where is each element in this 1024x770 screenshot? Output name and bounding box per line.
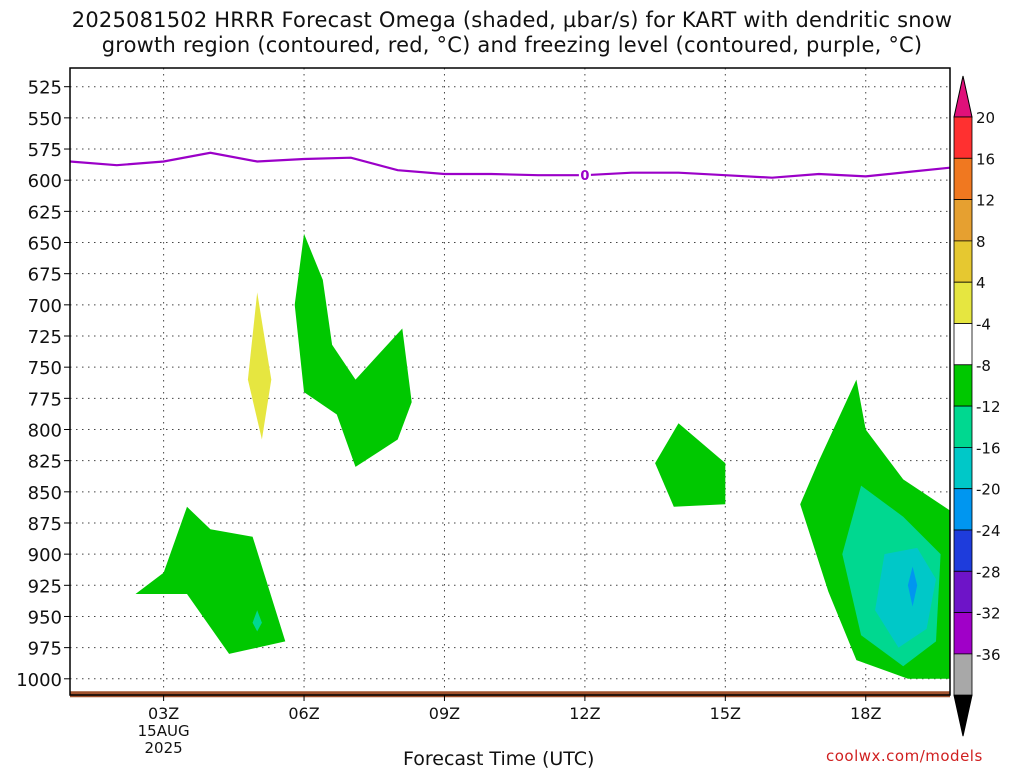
colorbar-swatch-1 — [953, 157, 973, 201]
colorbar-label--28: -28 — [976, 563, 1001, 581]
x-tick-label-03Z: 03Z — [148, 704, 179, 723]
x-tick-label-18Z: 18Z — [850, 704, 881, 723]
x-tick-label-06Z: 06Z — [288, 704, 319, 723]
omega-region-4-3 — [247, 292, 272, 440]
y-tick-label-600: 600 — [28, 171, 62, 192]
colorbar-bottom-arrow — [953, 694, 973, 737]
y-tick-label-575: 575 — [28, 140, 62, 161]
y-tick-label-775: 775 — [28, 389, 62, 410]
x-date-label-0: 15AUG — [138, 722, 190, 740]
y-tick-label-975: 975 — [28, 639, 62, 660]
y-tick-label-550: 550 — [28, 109, 62, 130]
plot-frame — [69, 67, 951, 696]
y-tick-label-850: 850 — [28, 483, 62, 504]
colorbar-swatch-8 — [953, 446, 973, 490]
colorbar-label--24: -24 — [976, 522, 1001, 540]
freezing-level-label-bg — [578, 167, 591, 183]
y-tick-label-1000: 1000 — [16, 670, 62, 691]
colorbar-swatch-9 — [953, 488, 973, 531]
colorbar-swatch-13 — [953, 653, 973, 696]
x-date-label-1: 2025 — [145, 739, 183, 757]
y-tick-label-625: 625 — [28, 202, 62, 223]
colorbar-label-20: 20 — [976, 109, 995, 127]
y-tick-label-750: 750 — [28, 358, 62, 379]
freezing-level-contour: 0 — [69, 151, 951, 184]
chart-title-line-2: growth region (contoured, red, °C) and f… — [101, 33, 923, 57]
y-tick-label-875: 875 — [28, 514, 62, 535]
omega-shading — [135, 233, 950, 679]
colorbar-label--32: -32 — [976, 605, 1001, 623]
colorbar-label--4: -4 — [976, 316, 991, 334]
y-tick-label-675: 675 — [28, 265, 62, 286]
colorbar-swatch-5 — [953, 323, 973, 366]
x-tick-label-12Z: 12Z — [569, 704, 600, 723]
colorbar-swatch-12 — [953, 612, 973, 655]
pressure-axis: 525 550 575 600 625 650 675 700 725 750 775 800 825 8… — [16, 78, 70, 691]
colorbar-label--12: -12 — [976, 398, 1001, 416]
x-tick-label-15Z: 15Z — [710, 704, 741, 723]
omega-region--8-2 — [252, 610, 262, 632]
credit-link[interactable]: coolwx.com/models — [826, 747, 983, 765]
chart-title-line-1: 2025081502 HRRR Forecast Omega (shaded, … — [71, 8, 953, 32]
colorbar-label-4: 4 — [976, 274, 986, 292]
omega-region--16-8 — [907, 566, 918, 607]
y-tick-label-925: 925 — [28, 576, 62, 597]
y-tick-label-725: 725 — [28, 327, 62, 348]
colorbar-swatch-7 — [953, 405, 973, 448]
colorbar-swatch-6 — [953, 364, 973, 407]
omega-region--4-4 — [655, 423, 726, 507]
colorbar-swatch-4 — [953, 281, 973, 324]
colorbar-swatch-2 — [953, 199, 973, 242]
x-axis-label: Forecast Time (UTC) — [403, 748, 595, 770]
grid-lines — [70, 68, 950, 695]
y-tick-label-650: 650 — [28, 234, 62, 255]
freezing-level-line — [69, 151, 951, 179]
colorbar-label-16: 16 — [976, 150, 995, 168]
colorbar-swatch-3 — [953, 240, 973, 283]
y-tick-label-700: 700 — [28, 296, 62, 317]
omega-region--4-1 — [135, 506, 286, 654]
y-tick-label-825: 825 — [28, 452, 62, 473]
freezing-level-label: 0 — [580, 169, 589, 184]
colorbar-label--20: -20 — [976, 481, 1001, 499]
y-tick-label-950: 950 — [28, 607, 62, 628]
colorbar-swatch-10 — [953, 529, 973, 572]
y-tick-label-525: 525 — [28, 78, 62, 99]
colorbar: 20 16 12 8 4 -4 -8 -12 -16 -20 -24 -28 -32 -36 — [953, 75, 1001, 737]
omega-region--12-7 — [875, 547, 936, 648]
colorbar-swatch-0 — [953, 116, 973, 159]
colorbar-top-arrow — [953, 75, 973, 118]
colorbar-swatch-11 — [953, 570, 973, 613]
omega-region--4-0 — [294, 233, 412, 467]
colorbar-label--8: -8 — [976, 357, 991, 375]
colorbar-label--16: -16 — [976, 439, 1001, 457]
colorbar-label-12: 12 — [976, 192, 995, 210]
y-tick-label-900: 900 — [28, 545, 62, 566]
colorbar-label-8: 8 — [976, 233, 986, 251]
colorbar-label--36: -36 — [976, 646, 1001, 664]
y-tick-label-800: 800 — [28, 420, 62, 441]
x-tick-label-09Z: 09Z — [429, 704, 460, 723]
